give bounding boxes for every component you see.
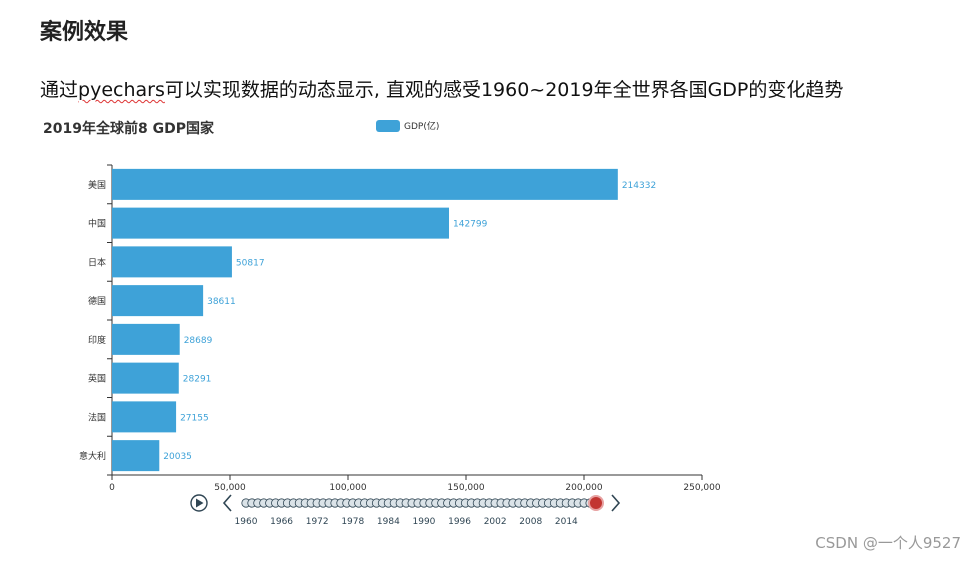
intro-text-end: 可以实现数据的动态显示, 直观的感受1960~2019年全世界各国GDP的变化趋… <box>164 79 844 101</box>
value-label: 28689 <box>184 336 213 346</box>
csdn-watermark: CSDN @一个人9527 <box>815 534 961 552</box>
intro-text-start: 通过 <box>40 79 79 101</box>
chart-title: 2019年全球前8 GDP国家 <box>43 121 214 137</box>
timeline-label[interactable]: 2008 <box>519 517 542 527</box>
play-icon-triangle <box>196 498 204 508</box>
value-label: 20035 <box>163 452 192 462</box>
timeline-label[interactable]: 1996 <box>448 517 471 527</box>
play-icon[interactable] <box>190 494 208 512</box>
x-tick-label: 250,000 <box>683 483 720 493</box>
page-heading: 案例效果 <box>40 20 129 45</box>
legend-swatch <box>376 119 400 132</box>
timeline-label[interactable]: 1990 <box>413 517 436 527</box>
category-label: 法国 <box>88 411 106 423</box>
bar-5[interactable] <box>112 362 179 394</box>
category-label: 英国 <box>88 373 106 385</box>
timeline-label[interactable]: 1966 <box>270 517 293 527</box>
timeline-label[interactable]: 1984 <box>377 517 400 527</box>
category-label: 日本 <box>88 256 106 268</box>
timeline-label[interactable]: 1972 <box>306 517 329 527</box>
bar-6[interactable] <box>112 401 177 433</box>
category-label: 德国 <box>88 295 106 307</box>
bar-0[interactable] <box>112 168 618 200</box>
value-label: 28291 <box>183 375 212 385</box>
x-tick-label: 150,000 <box>447 483 484 493</box>
value-label: 50817 <box>236 258 265 268</box>
chart-legend[interactable]: GDP(亿) <box>376 119 439 132</box>
legend-label: GDP(亿) <box>404 122 440 132</box>
chevron-right-icon[interactable] <box>611 494 621 512</box>
category-label: 意大利 <box>79 450 106 462</box>
category-label: 印度 <box>88 334 106 346</box>
x-tick-label: 50,000 <box>214 483 246 493</box>
chevron-left-icon[interactable] <box>222 494 232 512</box>
timeline-current-point[interactable] <box>588 495 604 511</box>
timeline-label[interactable]: 2014 <box>555 517 578 527</box>
x-tick-label: 200,000 <box>565 483 602 493</box>
x-tick-label: 0 <box>109 483 115 493</box>
value-label: 27155 <box>180 413 209 423</box>
category-label: 中国 <box>88 218 106 230</box>
value-label: 38611 <box>207 297 236 307</box>
bar-1[interactable] <box>112 207 450 239</box>
x-tick-label: 100,000 <box>329 483 366 493</box>
bar-7[interactable] <box>112 440 160 472</box>
bar-3[interactable] <box>112 285 204 317</box>
timeline-label[interactable]: 1978 <box>341 517 364 527</box>
bar-4[interactable] <box>112 323 180 355</box>
timeline-label[interactable]: 2002 <box>484 517 507 527</box>
timeline-label[interactable]: 1960 <box>235 517 258 527</box>
value-label: 214332 <box>622 181 656 191</box>
value-label: 142799 <box>453 220 488 230</box>
intro-text: 通过pyechars可以实现数据的动态显示, 直观的感受1960~2019年全世… <box>40 75 843 102</box>
category-label: 美国 <box>88 179 106 191</box>
bar-2[interactable] <box>112 246 232 278</box>
intro-keyword: pyechars <box>78 79 165 101</box>
